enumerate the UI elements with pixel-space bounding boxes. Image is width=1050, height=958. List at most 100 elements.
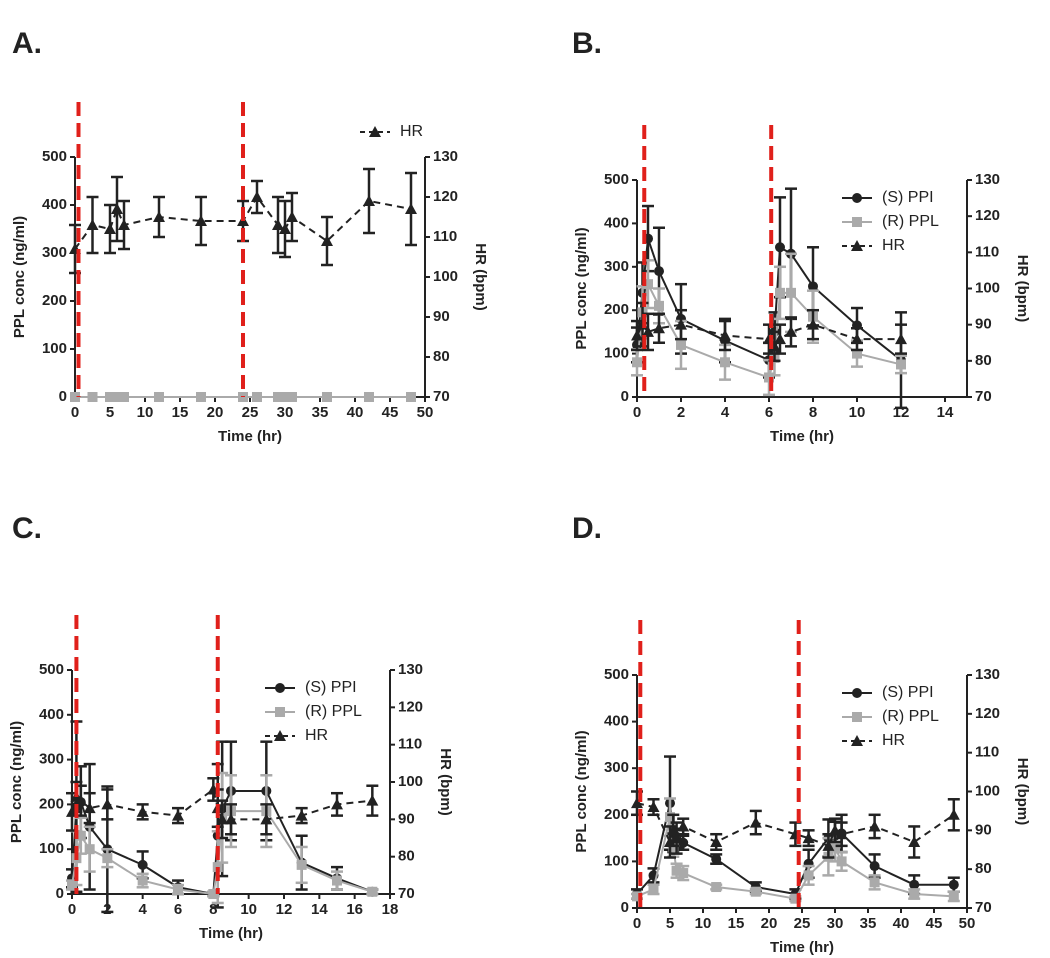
legend-label: HR [400, 123, 423, 140]
x-tick-label: 14 [937, 404, 954, 421]
data-point [868, 820, 881, 832]
data-point [321, 235, 333, 246]
data-point [677, 820, 690, 832]
x-tick-label: 50 [959, 915, 976, 932]
data-point [119, 392, 129, 402]
data-point [711, 854, 722, 865]
legend-label: HR [305, 727, 328, 744]
data-point [774, 333, 786, 345]
data-point [137, 859, 148, 870]
data-point [366, 794, 379, 806]
x-tick-label: 30 [277, 404, 294, 421]
y2-tick-label: 130 [975, 171, 1000, 188]
y2-tick-label: 100 [975, 782, 1000, 799]
data-point [642, 325, 654, 337]
y2-tick-label: 100 [433, 268, 458, 285]
legend-marker [275, 683, 285, 693]
data-point [869, 877, 880, 888]
x-tick-label: 5 [666, 915, 674, 932]
legend-marker [852, 193, 862, 203]
x-tick-label: 18 [382, 901, 399, 918]
x-tick-label: 4 [138, 901, 147, 918]
data-point [720, 357, 730, 368]
data-point [631, 797, 643, 809]
y-tick-label: 500 [604, 171, 629, 188]
y2-axis-label: HR (bpm) [1014, 758, 1031, 826]
data-point [676, 339, 686, 350]
data-point [749, 816, 762, 828]
y-tick-label: 400 [604, 214, 629, 231]
legend-marker [852, 217, 862, 227]
y2-tick-label: 130 [433, 148, 458, 165]
data-point [272, 219, 284, 230]
data-point [785, 325, 797, 337]
y-tick-label: 0 [59, 388, 67, 405]
x-tick-label: 0 [633, 404, 641, 421]
x-axis-label: Time (hr) [770, 939, 834, 956]
y-tick-label: 500 [39, 661, 64, 678]
x-tick-label: 6 [765, 404, 773, 421]
data-point [112, 392, 122, 402]
data-point [208, 889, 219, 899]
x-tick-label: 15 [728, 915, 745, 932]
y-tick-label: 200 [604, 301, 629, 318]
data-point [654, 266, 664, 277]
data-point [216, 813, 229, 825]
data-point [631, 329, 643, 341]
data-point [273, 392, 283, 402]
y-tick-label: 200 [42, 292, 67, 309]
panel-label: B. [572, 27, 602, 60]
y2-tick-label: 100 [398, 773, 423, 790]
data-point [111, 203, 123, 214]
y2-axis-label: HR (bpm) [472, 243, 489, 311]
data-point [104, 223, 116, 234]
y2-tick-label: 110 [975, 243, 999, 260]
data-point [851, 333, 863, 345]
data-point [835, 828, 848, 840]
y2-tick-label: 130 [398, 661, 423, 678]
x-tick-label: 4 [721, 404, 730, 421]
data-point [118, 219, 130, 230]
data-point [764, 372, 774, 383]
data-point [647, 801, 660, 813]
legend-marker [274, 730, 286, 741]
y-tick-label: 500 [604, 666, 629, 683]
y2-tick-label: 80 [433, 348, 450, 365]
y-tick-label: 300 [604, 759, 629, 776]
data-point [675, 318, 687, 330]
x-tick-label: 0 [68, 901, 76, 918]
x-tick-label: 45 [926, 915, 943, 932]
data-point [829, 824, 841, 836]
y-tick-label: 400 [39, 706, 64, 723]
legend-marker [851, 735, 863, 746]
x-tick-label: 6 [174, 901, 182, 918]
y-tick-label: 0 [621, 388, 629, 405]
data-point [671, 865, 682, 876]
data-point [750, 886, 761, 897]
data-point [153, 211, 165, 222]
data-point [908, 835, 921, 847]
y2-axis-label: HR (bpm) [437, 748, 454, 816]
data-point [364, 392, 374, 402]
x-tick-label: 2 [677, 404, 685, 421]
data-point [909, 889, 920, 900]
legend-label: (S) PPI [305, 679, 357, 696]
data-point [807, 318, 819, 330]
data-point [719, 329, 731, 341]
data-point [869, 861, 880, 872]
y-tick-label: 300 [39, 751, 64, 768]
data-point [137, 875, 148, 886]
y-tick-label: 100 [39, 840, 64, 857]
y2-tick-label: 70 [975, 388, 992, 405]
panel-label: C. [12, 512, 42, 545]
y-tick-label: 100 [42, 340, 67, 357]
x-tick-label: 25 [242, 404, 259, 421]
data-point [802, 832, 815, 844]
x-tick-label: 8 [809, 404, 817, 421]
data-point [775, 242, 785, 253]
data-point [790, 893, 801, 904]
data-point [632, 891, 642, 902]
y2-tick-label: 110 [433, 228, 457, 245]
x-tick-label: 10 [240, 901, 257, 918]
data-point [711, 882, 722, 893]
